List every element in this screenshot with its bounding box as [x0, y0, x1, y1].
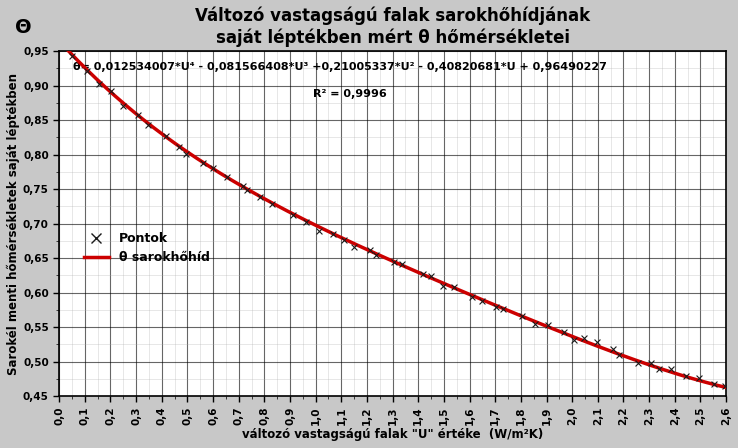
- Point: [288, 211, 300, 219]
- Point: [160, 132, 172, 139]
- Point: [665, 366, 677, 373]
- Point: [328, 230, 339, 237]
- Title: Változó vastagságú falak sarokhőhídjának
saját léptékben mért θ hőmérsékletei: Változó vastagságú falak sarokhőhídjának…: [195, 7, 590, 47]
- Point: [180, 150, 192, 157]
- Point: [314, 227, 325, 234]
- Point: [364, 246, 376, 254]
- Point: [241, 187, 253, 194]
- Point: [466, 293, 478, 301]
- Text: R² = 0,9996: R² = 0,9996: [313, 89, 386, 99]
- Point: [607, 346, 618, 353]
- Point: [221, 173, 232, 181]
- Text: θ= 0,012534007*U⁴ - 0,081566408*U³ +0,21005337*U² - 0,40820681*U + 0,96490227: θ= 0,012534007*U⁴ - 0,081566408*U³ +0,21…: [72, 61, 607, 72]
- Point: [237, 183, 249, 190]
- Point: [142, 122, 154, 129]
- Point: [370, 252, 382, 259]
- Point: [348, 243, 359, 250]
- Point: [173, 144, 185, 151]
- Text: Θ: Θ: [15, 18, 32, 37]
- Point: [81, 67, 93, 74]
- Point: [388, 258, 400, 265]
- Point: [476, 298, 488, 305]
- Point: [131, 112, 143, 119]
- Point: [254, 194, 266, 201]
- Point: [93, 80, 105, 87]
- Point: [591, 339, 603, 346]
- Point: [207, 164, 219, 172]
- Point: [558, 328, 570, 336]
- Point: [708, 380, 720, 388]
- Point: [632, 360, 644, 367]
- Point: [425, 272, 437, 279]
- Point: [437, 282, 449, 289]
- Point: [300, 219, 311, 226]
- Point: [529, 320, 541, 327]
- Point: [266, 201, 278, 208]
- Point: [497, 306, 509, 313]
- Point: [105, 87, 117, 94]
- Point: [720, 382, 731, 389]
- Point: [613, 351, 625, 358]
- Point: [568, 337, 580, 344]
- Point: [542, 321, 554, 328]
- Point: [449, 284, 461, 291]
- Y-axis label: Sarokél menti hőmérsékletek saját léptékben: Sarokél menti hőmérsékletek saját lépték…: [7, 73, 20, 375]
- Legend: Pontok, θ sarokhőhíd: Pontok, θ sarokhőhíd: [79, 227, 215, 269]
- Point: [693, 375, 705, 382]
- Point: [339, 237, 351, 244]
- Point: [578, 334, 590, 341]
- Point: [653, 366, 665, 373]
- Point: [417, 271, 429, 278]
- Point: [645, 360, 657, 367]
- Point: [66, 52, 78, 60]
- Point: [680, 373, 692, 380]
- Point: [117, 102, 128, 109]
- Point: [516, 313, 528, 320]
- Point: [490, 303, 502, 310]
- Point: [197, 159, 209, 166]
- X-axis label: változó vastagságú falak "U" értéke  (W/m²K): változó vastagságú falak "U" értéke (W/m…: [242, 428, 543, 441]
- Point: [396, 260, 407, 267]
